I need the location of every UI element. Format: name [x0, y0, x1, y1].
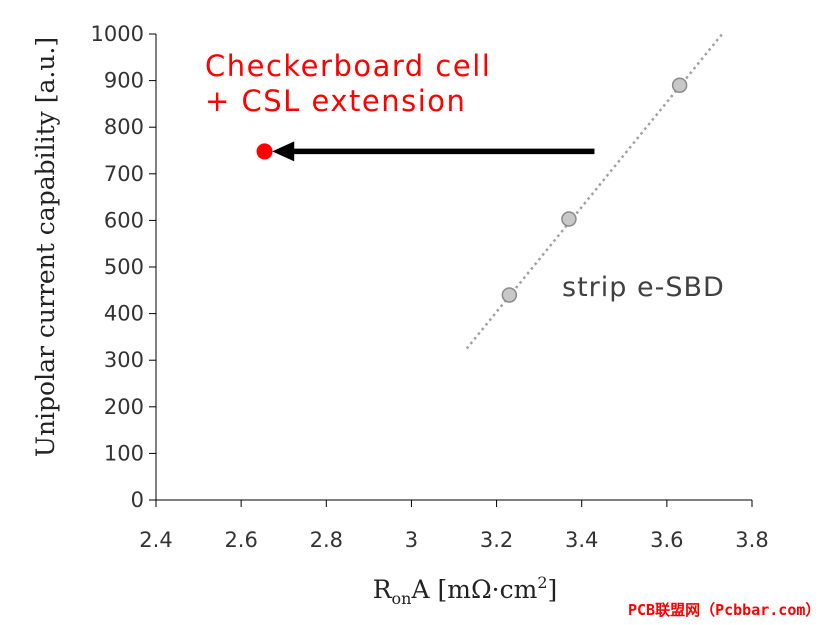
x-tick-label: 3.8 [735, 528, 768, 552]
x-tick-label: 2.4 [139, 528, 172, 552]
y-tick-label: 800 [104, 115, 144, 139]
data-points [256, 77, 688, 303]
x-axis-label-main: R [373, 575, 393, 604]
x-axis-label-rest: A [mΩ·cm [410, 575, 537, 604]
strip-esbd-point [501, 287, 518, 303]
x-tick-label: 2.6 [224, 528, 257, 552]
x-tick-label: 3.6 [650, 528, 683, 552]
annotation-checkerboard-line2: + CSL extension [205, 84, 466, 118]
y-tick-label: 200 [104, 395, 144, 419]
annotation-strip-esbd: strip e-SBD [562, 272, 725, 303]
checkerboard-point [256, 143, 273, 160]
x-tick-label: 3.2 [480, 528, 513, 552]
x-axis-label-sub: on [392, 589, 412, 608]
y-tick-label: 700 [104, 162, 144, 186]
y-tick-label: 100 [104, 441, 144, 465]
x-axis-label-end: ] [548, 575, 558, 604]
y-tick-label: 500 [104, 255, 144, 279]
y-tick-label: 0 [131, 488, 144, 512]
y-tick-label: 300 [104, 348, 144, 372]
annotation-checkerboard-line1: Checkerboard cell [205, 49, 491, 83]
strip-esbd-point [561, 211, 577, 227]
x-tick-label: 3 [405, 528, 418, 552]
x-axis-label-sup: 2 [537, 573, 547, 592]
y-tick-label: 900 [104, 69, 144, 93]
y-tick-label: 600 [104, 208, 144, 232]
y-tick-group: 0 100 200 300 400 500 600 700 800 900 1000 [91, 22, 156, 512]
y-tick-label: 1000 [91, 22, 144, 46]
x-tick-label: 3.4 [565, 528, 598, 552]
watermark: PCB联盟网（Pcbbar.com） [628, 601, 820, 619]
x-tick-group: 2.4 2.6 2.8 3 3.2 3.4 3.6 3.8 [139, 500, 769, 552]
strip-esbd-point [671, 77, 688, 94]
y-tick-label: 400 [104, 302, 144, 326]
x-tick-label: 2.8 [310, 528, 343, 552]
x-axis-label: RonA [mΩ·cm2] [373, 573, 558, 608]
arrowhead-icon [272, 141, 295, 162]
y-axis-label: Unipolar current capability [a.u.] [31, 37, 60, 457]
